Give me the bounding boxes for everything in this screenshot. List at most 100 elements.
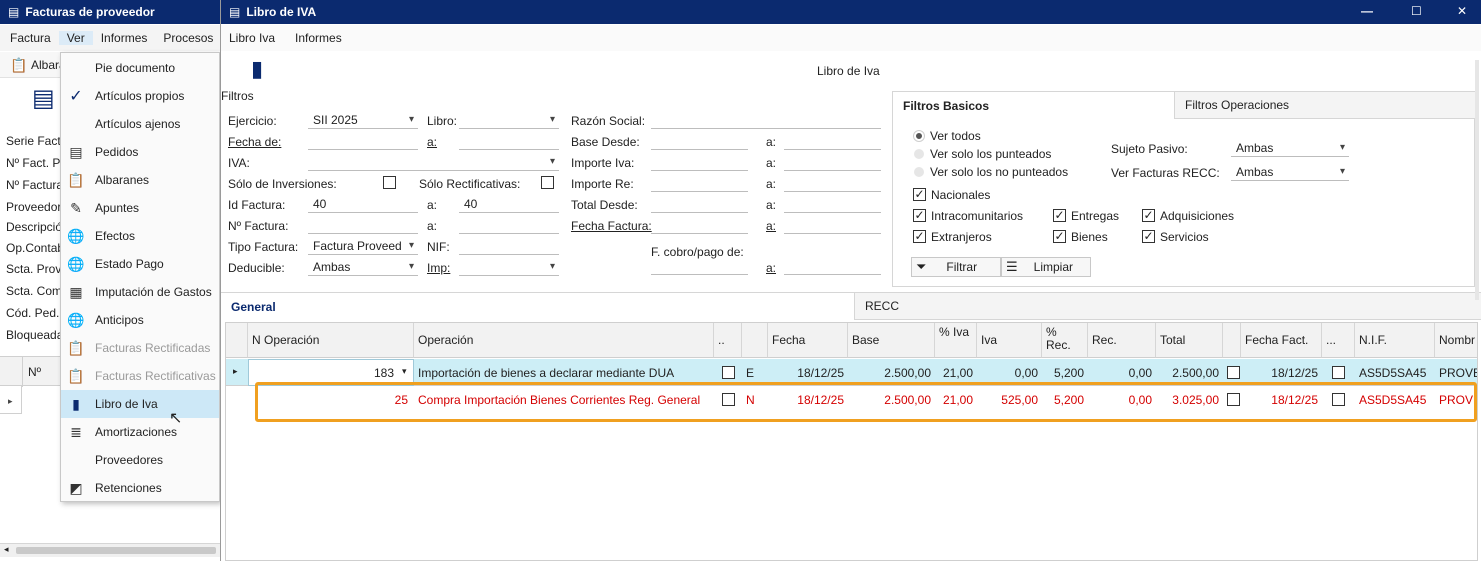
n-factura-to-input[interactable] [459,216,559,234]
menu-procesos[interactable]: Procesos [163,31,214,45]
importe-iva-a-input[interactable] [784,153,881,171]
menu-item-articulos-propios[interactable]: ✓ Artículos propios [61,82,219,110]
col-rec[interactable]: Rec. [1088,323,1156,358]
radio-ver-todos[interactable] [914,131,924,141]
fecha-a-input[interactable] [459,132,559,150]
cobro-pago-from-input[interactable] [651,257,748,275]
col-iva[interactable]: Iva [977,323,1042,358]
vertical-scrollbar[interactable] [1475,60,1479,300]
col-total[interactable]: Total [1156,323,1223,358]
maximize-button[interactable]: ☐ [1411,4,1422,18]
menu-item-retenciones[interactable]: ◩ Retenciones [61,474,219,502]
chevron-down-icon[interactable]: ▾ [402,366,407,376]
importe-re-a-input[interactable] [784,174,881,192]
solo-rectificativas-checkbox[interactable] [541,176,554,189]
intracomunitarios-checkbox[interactable] [913,209,926,222]
deducible-select[interactable]: Ambas [308,258,418,276]
menu-item-apuntes[interactable]: ✎ Apuntes [61,194,219,222]
cobro-pago-a-input[interactable] [784,257,881,275]
libro-select[interactable] [459,111,559,129]
cell-n-operacion[interactable]: 25 [394,393,408,407]
total-a-input[interactable] [784,195,881,213]
menu-informes[interactable]: Informes [295,31,342,45]
menu-factura[interactable]: Factura [10,31,51,45]
col-fecha[interactable]: Fecha [768,323,848,358]
col-porc-iva[interactable]: % Iva [935,323,977,358]
col-fecha-fact[interactable]: Fecha Fact. [1241,323,1322,358]
ejercicio-select[interactable]: SII 2025 [308,111,418,129]
col-flag[interactable] [1223,323,1241,358]
row-checkbox[interactable] [722,393,735,406]
imp-select[interactable] [459,258,559,276]
cell-n-operacion[interactable]: 183 [373,366,394,380]
id-factura-from-input[interactable]: 40 [308,195,418,213]
col-nif[interactable]: N.I.F. [1355,323,1435,358]
servicios-checkbox[interactable] [1142,230,1155,243]
fecha-a-label[interactable]: a: [427,135,438,149]
menu-item-imputacion-gastos[interactable]: ▦ Imputación de Gastos [61,278,219,306]
limpiar-button[interactable]: ☰ Limpiar [1001,257,1091,277]
scroll-left-icon[interactable]: ◂ [4,544,9,554]
row-checkbox[interactable] [722,366,735,379]
bienes-checkbox[interactable] [1053,230,1066,243]
menu-item-pie-documento[interactable]: Pie documento [61,54,219,82]
fecha-factura-a-input[interactable] [784,216,881,234]
menu-item-anticipos[interactable]: 🌐 Anticipos [61,306,219,334]
menu-item-albaranes[interactable]: 📋 Albaranes [61,166,219,194]
table-row[interactable]: ▸ 183 ▾ Importación de bienes a declarar… [226,359,1477,386]
cobro-pago-a-label[interactable]: a: [766,261,777,275]
menu-item-libro-de-iva[interactable]: ▮ Libro de Iva ↖ [61,390,219,427]
tab-general[interactable]: General [221,292,854,320]
col-tipo[interactable] [742,323,768,358]
col-dots[interactable]: .. [714,323,742,358]
entregas-checkbox[interactable] [1053,209,1066,222]
minimize-button[interactable]: — [1361,4,1373,18]
col-n-operacion[interactable]: N Operación [248,323,414,358]
fecha-de-input[interactable] [308,132,418,150]
iva-select[interactable] [308,153,559,171]
table-row[interactable]: 25 Compra Importación Bienes Corrientes … [226,386,1477,413]
menu-libro-iva[interactable]: Libro Iva [229,31,276,45]
tab-filtros-basicos[interactable]: Filtros Basicos [903,98,990,113]
radio-punteados[interactable] [914,149,924,159]
col-operacion[interactable]: Operación [414,323,714,358]
fecha-factura-a-label[interactable]: a: [766,219,777,233]
grid-header-number[interactable]: Nº [28,365,42,379]
row-checkbox[interactable] [1227,366,1240,379]
row-checkbox[interactable] [1332,366,1345,379]
fecha-de-label[interactable]: Fecha de: [228,135,282,149]
n-factura-from-input[interactable] [308,216,418,234]
menu-item-articulos-ajenos[interactable]: Artículos ajenos [61,110,219,138]
solo-inversiones-checkbox[interactable] [383,176,396,189]
col-base[interactable]: Base [848,323,935,358]
imp-label[interactable]: Imp: [427,261,451,275]
col-porc-rec[interactable]: % Rec. [1042,323,1088,358]
menu-item-efectos[interactable]: 🌐 Efectos [61,222,219,250]
fecha-factura-input[interactable] [651,216,748,234]
left-horizontal-scrollbar[interactable]: ◂ [0,543,222,557]
recc-select[interactable]: Ambas [1231,163,1349,181]
base-a-input[interactable] [784,132,881,150]
total-desde-input[interactable] [651,195,748,213]
menu-item-proveedores[interactable]: Proveedores [61,446,219,474]
menu-item-amortizaciones[interactable]: ≣ Amortizaciones [61,418,219,446]
filtrar-button[interactable]: ⏷ Filtrar [911,257,1001,277]
tab-recc[interactable]: RECC [854,292,1481,320]
menu-informes[interactable]: Informes [100,31,148,45]
importe-iva-input[interactable] [651,153,748,171]
menu-item-pedidos[interactable]: ▤ Pedidos [61,138,219,166]
row-checkbox[interactable] [1227,393,1240,406]
sujeto-pasivo-select[interactable]: Ambas [1231,139,1349,157]
tipo-factura-select[interactable]: Factura Proveed [308,237,418,255]
razon-social-input[interactable] [651,111,881,129]
albaranes-toolbar-label[interactable]: Albara [31,58,66,72]
menu-item-estado-pago[interactable]: 🌐 Estado Pago [61,250,219,278]
menu-ver[interactable]: Ver [58,31,93,45]
base-desde-input[interactable] [651,132,748,150]
radio-no-punteados[interactable] [914,167,924,177]
fecha-factura-label[interactable]: Fecha Factura: [571,219,652,233]
importe-re-input[interactable] [651,174,748,192]
extranjeros-checkbox[interactable] [913,230,926,243]
close-button[interactable]: ✕ [1457,4,1468,18]
id-factura-to-input[interactable]: 40 [459,195,559,213]
